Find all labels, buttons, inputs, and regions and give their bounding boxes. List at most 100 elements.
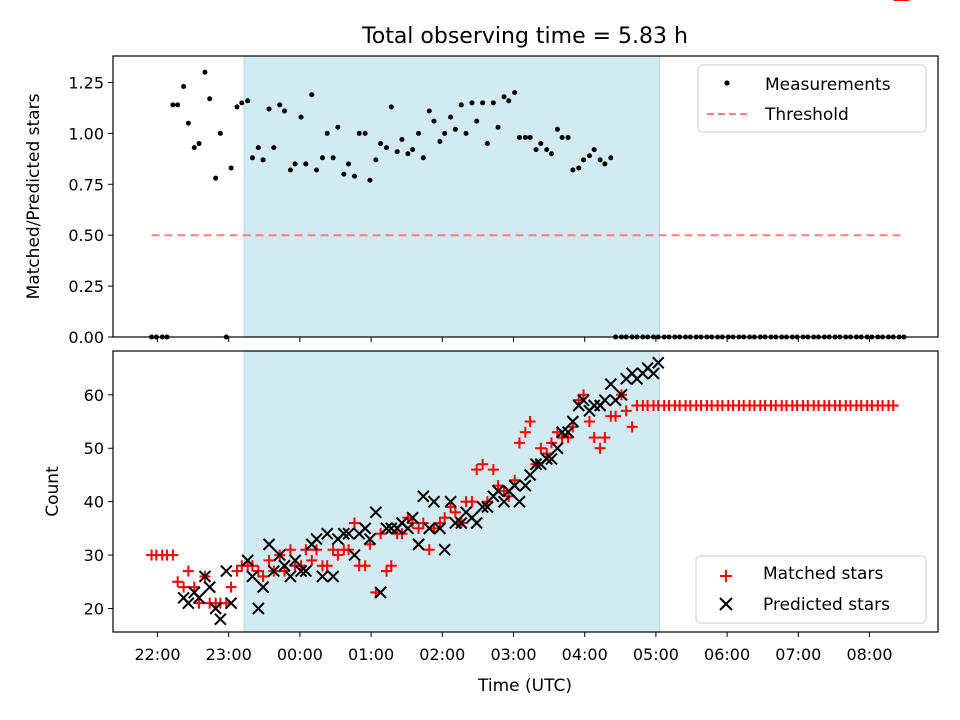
matched-star-point: [562, 432, 574, 444]
measurement-point: [281, 108, 287, 114]
matched-star-point: [513, 437, 525, 449]
predicted-star-point: [481, 500, 494, 514]
legend-predicted-marker: [719, 597, 733, 611]
measurement-point: [501, 94, 507, 100]
measurement-point: [287, 167, 293, 173]
predicted-star-point: [294, 564, 308, 578]
matched-star-point: [225, 581, 237, 593]
measurement-point: [373, 157, 379, 163]
measurement-point: [319, 155, 325, 161]
y-tick-label: 50: [84, 439, 104, 458]
measurement-point: [213, 175, 219, 181]
bottom-y-axis-label: Count: [43, 466, 63, 517]
measurement-point: [554, 126, 560, 132]
legend-matched-label: Matched stars: [763, 564, 883, 584]
measurement-point: [341, 171, 347, 177]
matched-star-point: [545, 437, 557, 449]
measurement-point: [570, 167, 576, 173]
chart-title: Total observing time = 5.83 h: [361, 24, 688, 49]
y-tick-label: 0.75: [68, 175, 104, 194]
measurement-point: [495, 124, 501, 130]
predicted-star-point: [561, 425, 575, 439]
predicted-star-point: [433, 522, 447, 535]
measurement-point: [266, 106, 272, 112]
measurement-point: [191, 145, 197, 151]
measurement-point: [271, 145, 277, 151]
y-tick-label: 0.50: [68, 226, 104, 245]
matched-star-point: [434, 517, 446, 529]
predicted-star-point: [316, 570, 329, 583]
bottom-panel-frame: [112, 350, 939, 633]
measurement-point: [249, 155, 255, 161]
measurement-point: [581, 157, 587, 163]
matched-star-point: [466, 496, 478, 508]
predicted-star-point: [374, 586, 387, 599]
legend-matched-marker: [720, 570, 732, 582]
measurement-point: [458, 102, 464, 108]
matched-star-point: [594, 442, 606, 454]
predicted-star-point: [615, 388, 628, 402]
x-tick-label: 06:00: [704, 645, 750, 664]
x-tick-label: 01:00: [348, 645, 394, 664]
matched-star-point: [477, 458, 489, 470]
predicted-star-point: [342, 527, 355, 540]
matched-star-point: [509, 474, 521, 486]
measurement-point: [452, 126, 458, 132]
predicted-star-point: [252, 602, 265, 615]
measurement-point: [245, 98, 251, 104]
measurement-point: [608, 155, 614, 161]
x-axis-label: Time (UTC): [477, 676, 572, 696]
legend-measurements-label: Measurements: [765, 75, 891, 95]
matched-star-point: [487, 464, 499, 476]
measurement-point: [314, 167, 320, 173]
top-panel: 0.00 0.25 0.50 0.75 1.00 1.25 Matched/Predict…: [24, 55, 939, 347]
matched-star-point: [332, 549, 344, 561]
matched-star-point: [535, 442, 547, 454]
measurement-point: [388, 104, 394, 110]
matched-star-point: [263, 554, 275, 566]
measurement-point: [196, 141, 202, 147]
measurement-point: [356, 130, 362, 136]
measurement-point: [516, 134, 522, 140]
matched-star-point: [588, 432, 600, 444]
predicted-star-point: [267, 564, 281, 578]
matched-star-point: [257, 570, 269, 582]
measurement-point: [527, 134, 533, 140]
matched-star-point: [231, 565, 243, 577]
matched-star-point: [188, 581, 200, 593]
top-y-axis: 0.00 0.25 0.50 0.75 1.00 1.25: [68, 73, 113, 347]
measurement-point: [351, 173, 357, 179]
measurement-point: [506, 98, 512, 104]
measurement-point: [480, 100, 486, 106]
measurement-point: [448, 114, 454, 120]
predicted-star-point: [577, 393, 590, 407]
predicted-star-point: [326, 570, 340, 583]
measurement-point: [416, 130, 422, 136]
matched-star-point: [385, 560, 397, 572]
predicted-star-point: [470, 516, 483, 530]
predicted-star-point: [273, 548, 286, 562]
predicted-star-point: [220, 564, 233, 578]
measurement-point: [559, 134, 565, 140]
y-tick-label: 0.00: [68, 328, 104, 347]
matched-star-point: [439, 512, 451, 524]
measurement-point: [378, 141, 384, 147]
measurement-point: [234, 104, 240, 110]
matched-star-point: [620, 405, 632, 417]
matched-star-point: [364, 538, 376, 550]
predicted-star-point: [513, 495, 526, 508]
measurement-point: [367, 177, 373, 183]
matched-star-point: [519, 426, 531, 438]
measurement-point: [490, 100, 496, 106]
measurement-point: [463, 130, 469, 136]
predicted-star-point: [455, 516, 468, 530]
predicted-star-point: [192, 591, 206, 605]
predicted-star-point: [476, 500, 489, 514]
measurement-point: [591, 147, 597, 153]
measurement-point: [277, 102, 283, 108]
bottom-legend-box: [695, 555, 927, 624]
matched-star-point: [343, 544, 355, 556]
x-tick-label: 00:00: [277, 645, 323, 664]
measurement-point: [346, 161, 352, 167]
